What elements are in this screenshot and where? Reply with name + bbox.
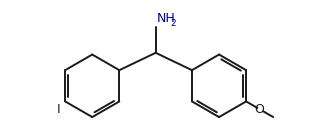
Text: NH: NH — [156, 12, 175, 25]
Text: 2: 2 — [171, 19, 177, 28]
Text: I: I — [57, 103, 61, 116]
Text: O: O — [255, 103, 265, 116]
